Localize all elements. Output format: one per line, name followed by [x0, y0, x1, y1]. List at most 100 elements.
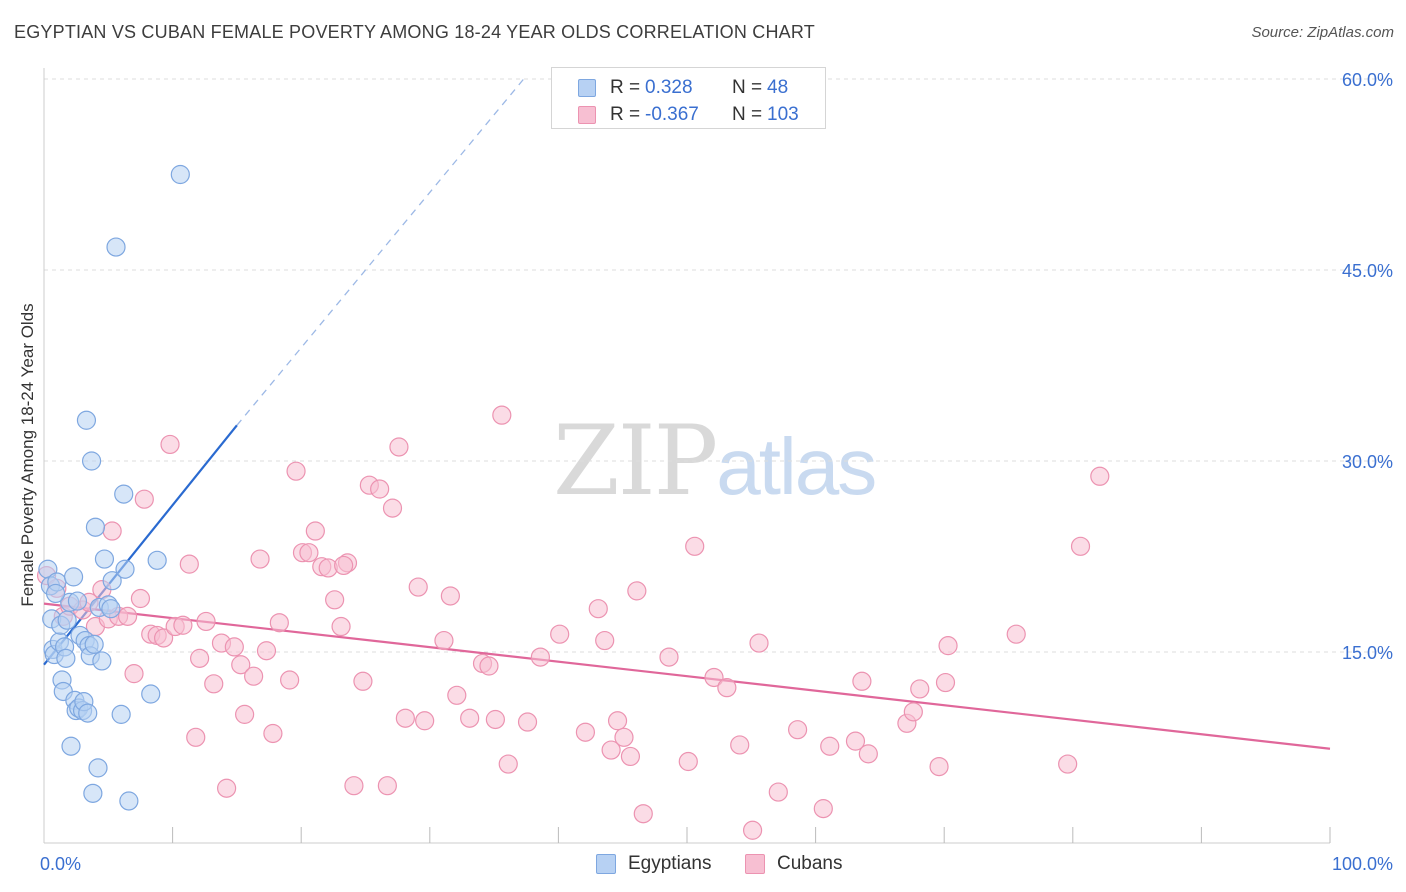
cuban-point-49	[370, 479, 390, 499]
cuban-point-85	[787, 720, 808, 740]
cuban-point-96	[938, 636, 958, 656]
cuban-point-64	[498, 754, 518, 774]
tick-labels: 15.0% 30.0% 45.0% 60.0% 0.0% 100.0%	[40, 70, 1393, 874]
egyptian-point-45	[147, 550, 167, 570]
cuban-point-57	[440, 586, 460, 606]
chart-title: EGYPTIAN VS CUBAN FEMALE POVERTY AMONG 1…	[14, 22, 815, 42]
cuban-point-72	[614, 727, 634, 747]
cuban-point-88	[845, 731, 866, 751]
cuban-point-58	[447, 685, 467, 705]
cuban-point-73	[620, 746, 641, 767]
legend-swatch-cubans	[745, 854, 765, 874]
egyptian-point-35	[94, 549, 115, 569]
cuban-point-75	[633, 804, 653, 824]
cuban-point-79	[704, 667, 724, 688]
cuban-point-35	[269, 613, 289, 633]
egyptians-trend-line	[43, 424, 238, 666]
egyptian-point-47	[45, 583, 66, 604]
cuban-point-69	[595, 630, 615, 651]
cuban-point-34	[263, 723, 283, 744]
egyptian-point-42	[115, 559, 135, 579]
x-tick-label-1: 100.0%	[1332, 854, 1393, 874]
cuban-point-28	[224, 637, 244, 657]
cuban-point-52	[389, 437, 409, 457]
cuban-point-63	[492, 405, 512, 425]
legend-n-value: 48	[767, 77, 789, 98]
cuban-point-68	[588, 599, 608, 619]
cuban-point-67	[575, 722, 596, 742]
egyptian-point-38	[102, 571, 122, 591]
egyptian-point-43	[119, 791, 139, 811]
cuban-point-78	[685, 536, 705, 556]
cuban-point-22	[186, 727, 206, 747]
cuban-point-33	[256, 641, 277, 661]
cuban-point-27	[217, 778, 237, 798]
cuban-point-46	[344, 776, 364, 796]
legend-swatch-egyptians	[596, 854, 616, 874]
egyptian-point-39	[106, 237, 126, 257]
cuban-point-36	[280, 670, 300, 690]
cuban-point-62	[485, 709, 505, 730]
cuban-point-30	[235, 704, 255, 724]
egyptian-point-14	[61, 736, 81, 756]
source-label: Source: ZipAtlas.com	[1251, 24, 1394, 41]
legend-r-value: 0.328	[645, 77, 693, 98]
egyptian-point-37	[101, 599, 121, 619]
cuban-point-20	[173, 615, 193, 635]
cuban-point-80	[717, 678, 737, 698]
legend-n-label: N =	[732, 77, 763, 98]
cuban-point-93	[910, 679, 930, 699]
cuban-point-31	[244, 666, 264, 686]
cuban-point-9	[102, 521, 122, 541]
cuban-point-23	[190, 648, 210, 668]
cuban-point-92	[903, 702, 923, 722]
egyptian-point-12	[57, 610, 77, 630]
cuban-point-87	[820, 736, 840, 756]
y-tick-label-2: 45.0%	[1342, 261, 1393, 281]
cuban-point-84	[768, 782, 788, 802]
cuban-point-98	[1058, 754, 1078, 774]
y-axis-label: Female Poverty Among 18-24 Year Olds	[18, 303, 37, 607]
cuban-point-66	[550, 624, 570, 644]
x-tick-label-0: 0.0%	[40, 854, 81, 874]
egyptian-point-11	[56, 648, 76, 668]
y-tick-label-1: 30.0%	[1342, 452, 1393, 472]
cuban-point-14	[134, 489, 154, 509]
cuban-point-43	[325, 590, 345, 610]
cubans-points	[36, 405, 1110, 840]
egyptian-point-44	[141, 684, 161, 704]
cuban-point-90	[858, 744, 878, 764]
cuban-point-83	[749, 633, 769, 653]
cuban-point-81	[730, 735, 750, 755]
cuban-point-99	[1070, 536, 1091, 556]
legend-n-value: 103	[767, 104, 799, 125]
axes	[43, 68, 1331, 844]
cuban-point-53	[395, 708, 415, 728]
cuban-point-40	[305, 521, 325, 541]
egyptian-point-40	[111, 704, 131, 724]
egyptian-point-25	[78, 703, 98, 723]
legend-row-cubans: R = -0.367 N = 103	[552, 102, 825, 128]
egyptians-trend-extension	[236, 78, 525, 426]
cubans-trend-line	[43, 602, 1331, 750]
cuban-point-13	[130, 588, 151, 609]
cuban-point-50	[377, 776, 397, 796]
cuban-point-47	[353, 671, 373, 691]
cuban-point-70	[601, 740, 621, 760]
legend-label-cubans: Cubans	[777, 853, 843, 874]
cuban-point-82	[742, 820, 763, 840]
y-tick-label-3: 60.0%	[1342, 70, 1393, 90]
cuban-point-55	[415, 711, 435, 731]
y-tick-label-0: 15.0%	[1342, 643, 1393, 663]
cuban-point-44	[331, 616, 351, 637]
egyptian-point-46	[170, 164, 190, 185]
cuban-point-17	[153, 628, 174, 648]
egyptian-point-41	[114, 484, 134, 504]
cuban-point-56	[434, 630, 454, 651]
cuban-point-12	[124, 664, 144, 684]
egyptian-point-34	[92, 651, 112, 671]
cuban-point-100	[1090, 466, 1110, 486]
watermark-atlas: atlas	[716, 422, 877, 511]
cuban-point-74	[627, 581, 647, 601]
